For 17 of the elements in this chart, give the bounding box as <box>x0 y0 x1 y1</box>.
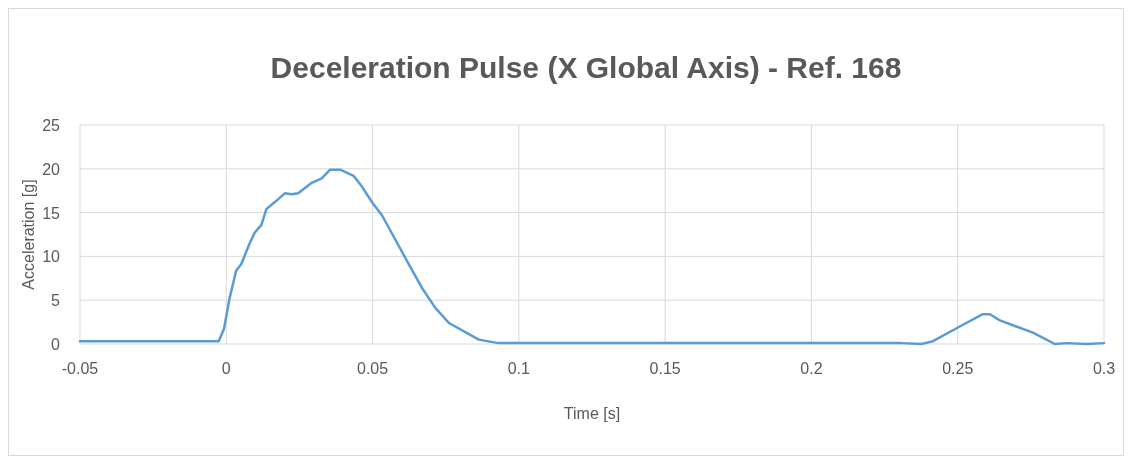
y-tick-label: 5 <box>51 292 61 310</box>
chart-title: Deceleration Pulse (X Global Axis) - Ref. 168 <box>270 51 902 84</box>
y-tick-label: 0 <box>51 336 61 353</box>
y-axis-title: Acceleration [g] <box>20 179 37 290</box>
x-tick-label: 0.1 <box>507 360 531 377</box>
y-tick-label: 25 <box>42 117 61 134</box>
x-tick-label: 0.2 <box>800 360 823 377</box>
x-tick-label: 0 <box>221 360 231 377</box>
x-axis-title: Time [s] <box>563 405 621 422</box>
y-tick-label: 15 <box>42 204 61 222</box>
x-tick-label: 0.05 <box>357 360 389 377</box>
y-tick-label: 20 <box>42 160 61 178</box>
y-tick-label: 10 <box>42 248 61 266</box>
x-tick-label: 0.25 <box>942 360 974 377</box>
x-tick-label: -0.05 <box>61 360 99 377</box>
x-tick-label: 0.3 <box>1092 360 1116 377</box>
x-tick-label: 0.15 <box>649 360 681 377</box>
